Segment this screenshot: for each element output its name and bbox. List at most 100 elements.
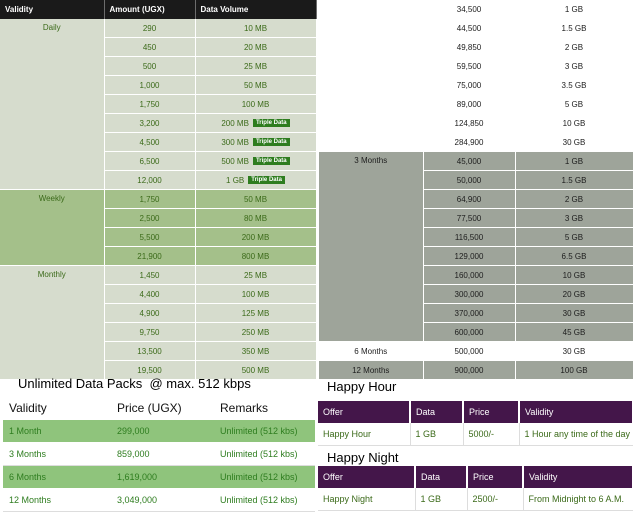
table-row: 4,500 300 MB Triple Data — [0, 132, 317, 152]
volume-cell: 125 MB — [195, 303, 317, 323]
unlimited-packs-table: Validity Price (UGX) Remarks 1 Month 299… — [3, 397, 315, 512]
table-row: 160,000 10 GB — [319, 265, 633, 285]
remarks-cell: Unlimited (512 kbs) — [214, 465, 315, 489]
amount-cell: 160,000 — [423, 265, 516, 285]
table-row: 34,500 1 GB — [319, 0, 633, 152]
amount-cell: 1,750 — [104, 94, 196, 114]
price-cell: 2500/- — [467, 488, 524, 511]
remarks-cell: Unlimited (512 kbs) — [214, 419, 315, 443]
amount-cell: 5,500 — [104, 227, 196, 247]
six-months-group: 6 Months 500,000 30 GB — [319, 341, 633, 361]
volume-text: 1 GB — [226, 175, 245, 185]
amount-cell: 4,500 — [104, 132, 196, 152]
volume-cell: 200 MB Triple Data — [195, 113, 317, 133]
table-row: 4,900 125 MB — [0, 303, 317, 323]
amount-cell: 300,000 — [423, 284, 516, 304]
table-row: 49,850 2 GB — [319, 37, 633, 57]
table-row: 13,500 350 MB — [0, 341, 317, 361]
col-header-validity: Validity — [523, 466, 633, 488]
left-bundles-table: Validity Amount (UGX) Data Volume Daily … — [0, 0, 317, 380]
amount-cell: 500,000 — [423, 341, 516, 361]
table-row: 19,500 500 MB — [0, 360, 317, 380]
amount-cell: 64,900 — [423, 189, 516, 209]
col-header-validity: Validity — [0, 0, 105, 19]
volume-text: 200 MB — [221, 118, 249, 128]
happy-hour-title: Happy Hour — [327, 379, 397, 394]
amount-cell: 34,500 — [423, 0, 516, 19]
table-row: 12 Months 900,000 100 GB — [319, 360, 633, 380]
amount-cell: 12,000 — [104, 170, 196, 190]
col-header-amount: Amount (UGX) — [104, 0, 196, 19]
amount-cell: 45,000 — [423, 151, 516, 171]
amount-cell: 450 — [104, 37, 196, 57]
volume-text: 300 MB — [221, 137, 249, 147]
amount-cell: 370,000 — [423, 303, 516, 323]
table-row: 370,000 30 GB — [319, 303, 633, 323]
triple-data-badge: Triple Data — [252, 138, 290, 147]
volume-cell: 350 MB — [195, 341, 317, 361]
triple-data-badge: Triple Data — [252, 119, 290, 128]
amount-cell: 500 — [104, 56, 196, 76]
amount-cell: 3,200 — [104, 113, 196, 133]
volume-cell: 25 MB — [195, 56, 317, 76]
volume-cell: 1 GB Triple Data — [195, 170, 317, 190]
volume-cell: 30 GB — [515, 341, 633, 361]
col-header-validity: Validity — [519, 401, 633, 423]
table-row: 284,900 30 GB — [319, 132, 633, 152]
table-row: 6,500 500 MB Triple Data — [0, 151, 317, 171]
three-months-group: 3 Months 45,000 1 GB 50,000 1.5 GB 64,900 2 … — [319, 151, 633, 342]
validity-6-months: 6 Months — [319, 341, 424, 361]
volume-cell: 200 MB — [195, 227, 317, 247]
volume-cell: 6.5 GB — [515, 246, 633, 266]
validity-cell: From Midnight to 6 A.M. — [523, 488, 633, 511]
data-cell: 1 GB — [415, 488, 468, 511]
table-row: 12 Months 3,049,000 Unlimited (512 kbs) — [3, 488, 315, 512]
offer-cell: Happy Hour — [318, 423, 411, 446]
table-row: 500 25 MB — [0, 56, 317, 76]
volume-cell: 80 MB — [195, 208, 317, 228]
validity-cell: 12 Months — [3, 488, 111, 512]
table-row: 1 Month 299,000 Unlimited (512 kbs) — [3, 419, 315, 443]
amount-cell: 19,500 — [104, 360, 196, 380]
validity-empty-cell — [319, 0, 424, 152]
monthly-continued-group: 34,500 1 GB 44,500 1.5 GB 49,850 2 GB 59,50… — [319, 0, 633, 152]
remarks-cell: Unlimited (512 kbs) — [214, 442, 315, 466]
triple-data-badge: Triple Data — [248, 176, 285, 185]
volume-cell: 30 GB — [515, 132, 633, 152]
validity-cell: 1 Month — [3, 419, 111, 443]
amount-cell: 44,500 — [423, 18, 516, 38]
table-row: 3 Months 45,000 1 GB — [319, 151, 633, 342]
volume-cell: 100 MB — [195, 94, 317, 114]
price-cell: 859,000 — [111, 442, 214, 466]
table-row: 3,200 200 MB Triple Data — [0, 113, 317, 133]
right-bundles-table: 34,500 1 GB 44,500 1.5 GB 49,850 2 GB 59,50… — [319, 0, 633, 380]
amount-cell: 124,850 — [423, 113, 516, 133]
volume-cell: 5 GB — [515, 227, 633, 247]
twelve-months-group: 12 Months 900,000 100 GB — [319, 360, 633, 380]
amount-cell: 290 — [104, 19, 196, 38]
amount-cell: 1,450 — [104, 265, 196, 285]
table-row: 21,900 800 MB — [0, 246, 317, 266]
unlimited-header-row: Validity Price (UGX) Remarks — [3, 397, 315, 420]
happy-hour-header-row: Offer Data Price Validity — [318, 401, 633, 423]
amount-cell: 89,000 — [423, 94, 516, 114]
table-row: 50,000 1.5 GB — [319, 170, 633, 190]
table-row: 9,750 250 MB — [0, 322, 317, 342]
price-cell: 3,049,000 — [111, 488, 214, 512]
amount-cell: 21,900 — [104, 246, 196, 266]
triple-data-badge: Triple Data — [252, 157, 290, 166]
left-header-row: Validity Amount (UGX) Data Volume — [0, 0, 317, 19]
table-row: Happy Night 1 GB 2500/- From Midnight to… — [318, 488, 633, 511]
amount-cell: 2,500 — [104, 208, 196, 228]
table-row: 89,000 5 GB — [319, 94, 633, 114]
amount-cell: 50,000 — [423, 170, 516, 190]
table-row: 6 Months 500,000 30 GB — [319, 341, 633, 361]
volume-cell: 20 MB — [195, 37, 317, 57]
amount-cell: 900,000 — [423, 360, 516, 380]
offer-cell: Happy Night — [318, 488, 416, 511]
volume-cell: 3 GB — [515, 56, 633, 76]
amount-cell: 1,750 — [104, 189, 196, 209]
happy-night-title: Happy Night — [327, 450, 399, 465]
happy-night-header-row: Offer Data Price Validity — [318, 466, 633, 488]
daily-group: Daily 290 10 MB 450 20 MB 500 25 MB 1,00… — [0, 19, 317, 190]
